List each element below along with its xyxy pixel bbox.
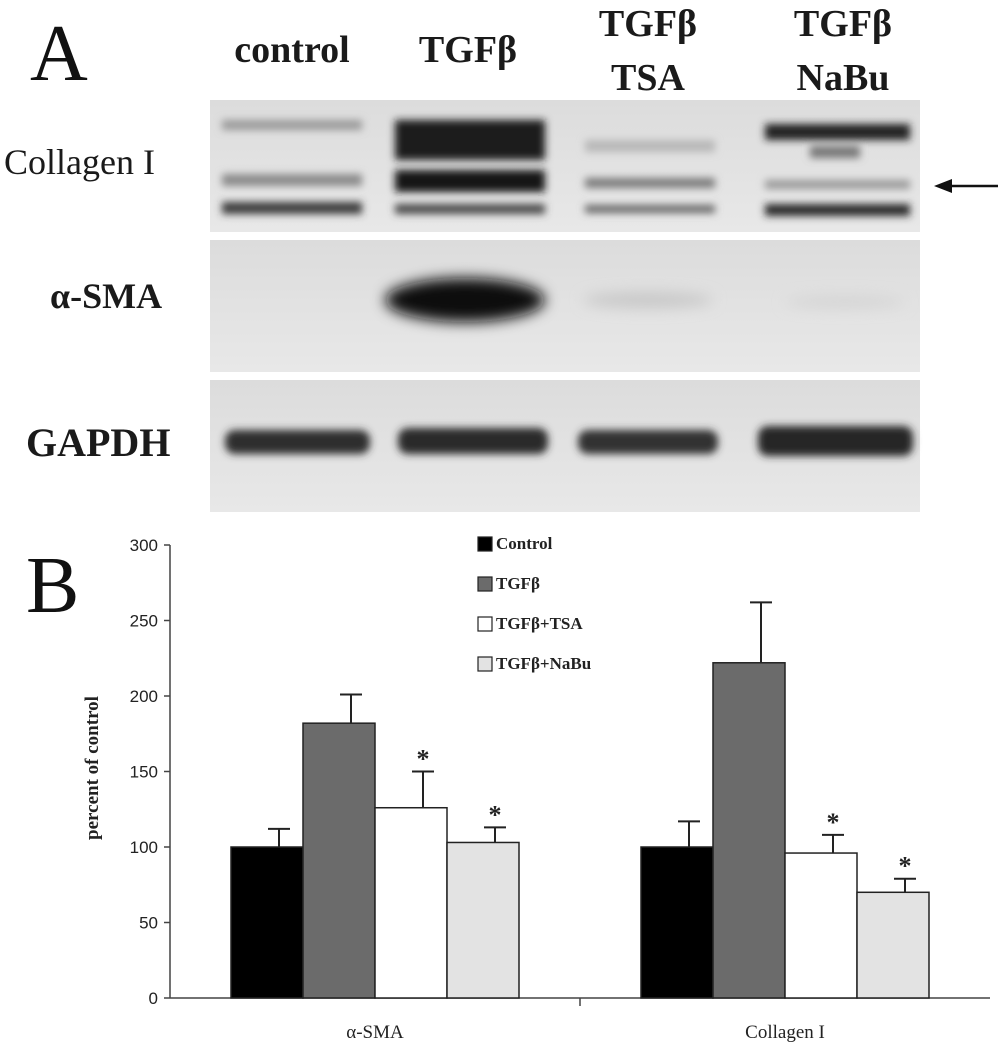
legend-label: Control: [496, 534, 553, 553]
lane-label-tgfb-nabu-line2: NaBu: [797, 57, 890, 99]
bar: [640, 846, 714, 999]
x-category-label: Collagen I: [745, 1022, 825, 1043]
x-category-label: α-SMA: [346, 1022, 404, 1043]
significance-marker: *: [489, 800, 502, 829]
panel-a-letter: A: [30, 10, 88, 98]
legend-swatch: [477, 616, 493, 632]
lane-label-tgfb-tsa-line1: TGFβ: [599, 3, 697, 45]
blot-label-alpha-sma: α-SMA: [50, 276, 162, 316]
bar: [374, 806, 448, 999]
bar: [230, 846, 304, 999]
bar: [784, 852, 858, 999]
chart-legend: Control TGFβ TGFβ+TSA TGFβ+NaBu: [477, 534, 591, 673]
bar: [856, 891, 930, 999]
lane-labels: control TGFβ TGFβ TSA TGFβ NaBu: [234, 3, 892, 99]
y-tick-label: 200: [130, 687, 158, 706]
blot-label-collagen-i: Collagen I: [4, 142, 155, 182]
lane-label-tgfb-nabu-line1: TGFβ: [794, 3, 892, 45]
legend-swatch: [477, 656, 493, 672]
blot-alpha-sma: [210, 240, 920, 372]
y-tick-label: 300: [130, 536, 158, 555]
legend-label: TGFβ+NaBu: [496, 654, 591, 673]
bar: [302, 722, 376, 999]
bar: [712, 662, 786, 999]
y-tick-label: 150: [130, 763, 158, 782]
significance-marker: *: [827, 808, 840, 837]
panel-b-letter: B: [26, 542, 79, 630]
y-tick-label: 0: [149, 989, 158, 1008]
bar-chart: 0 50 100 150 200 250 300 α-SMA * * Collagen I * *: [130, 536, 990, 1043]
lane-label-tgfb: TGFβ: [419, 29, 517, 71]
bar: [446, 841, 520, 999]
y-tick-label: 50: [139, 914, 158, 933]
legend-label: TGFβ: [496, 574, 540, 593]
lane-label-tgfb-tsa-line2: TSA: [611, 57, 685, 99]
blot-collagen-i: [210, 100, 920, 232]
legend-swatch: [477, 576, 493, 592]
y-tick-label: 250: [130, 612, 158, 631]
legend-swatch: [477, 536, 493, 552]
lane-label-control: control: [234, 29, 349, 71]
y-tick-label: 100: [130, 838, 158, 857]
y-axis-label: percent of control: [82, 696, 103, 840]
blot-label-gapdh: GAPDH: [26, 420, 170, 465]
legend-label: TGFβ+TSA: [496, 614, 583, 633]
significance-marker: *: [417, 745, 430, 774]
blot-gapdh: [210, 380, 920, 512]
significance-marker: *: [899, 852, 912, 881]
arrow-left-icon: [934, 179, 998, 193]
